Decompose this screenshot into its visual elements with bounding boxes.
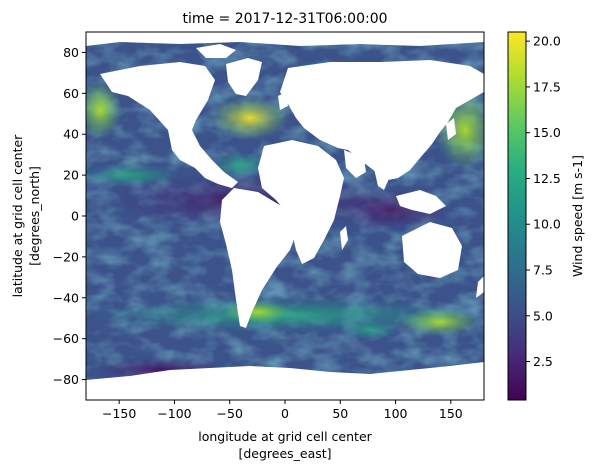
x-tick-label: 150 <box>439 406 463 421</box>
japan <box>446 118 456 140</box>
y-axis-units: [degrees_north] <box>27 166 42 266</box>
greenland <box>226 58 262 96</box>
arabia <box>344 150 366 178</box>
africa <box>258 140 344 264</box>
north-pacific-west <box>86 80 122 140</box>
x-axis-label: longitude at grid cell center <box>198 429 372 444</box>
colorbar: 2.5 5.0 7.5 10.0 12.5 15.0 17.5 20.0 Wind speed… <box>507 31 585 401</box>
y-tick-label: 80 <box>63 45 79 60</box>
uk <box>278 92 288 110</box>
y-tick-label: 60 <box>63 86 79 101</box>
india <box>372 158 392 190</box>
eurasia <box>280 60 484 180</box>
south-atlantic-jet <box>224 300 292 324</box>
colorbar-tick-label: 7.5 <box>533 263 553 278</box>
colorbar-ticks: 2.5 5.0 7.5 10.0 12.5 15.0 17.5 20.0 <box>526 34 561 369</box>
arctic-ocean-ice <box>86 32 484 46</box>
y-tick-label: −20 <box>53 249 79 264</box>
antarctica <box>86 362 484 400</box>
colorbar-tick-label: 12.5 <box>533 171 561 186</box>
y-tick-label: 40 <box>63 127 79 142</box>
chart-title: time = 2017-12-31T06:00:00 <box>182 11 387 27</box>
x-tick-label: −50 <box>217 406 243 421</box>
y-tick-label: 20 <box>63 168 79 183</box>
south-america <box>220 188 298 328</box>
plot-area <box>86 32 484 400</box>
colorbar-label: Wind speed [m s-1] <box>570 155 585 277</box>
x-tick-label: 0 <box>281 406 289 421</box>
madagascar <box>340 226 348 250</box>
y-tick-label: −40 <box>53 290 79 305</box>
arctic-islands <box>196 44 236 58</box>
y-axis: −80 −60 −40 −20 0 20 40 60 80 <box>53 45 86 387</box>
north-atlantic-jet <box>210 96 290 140</box>
colorbar-tick-label: 17.5 <box>533 79 561 94</box>
y-tick-label: 0 <box>71 209 79 224</box>
trade-winds-atlantic <box>210 151 270 179</box>
x-axis: −150 −100 −50 0 50 100 150 <box>102 400 463 421</box>
colorbar-tick-label: 20.0 <box>533 34 561 49</box>
north-america <box>100 62 238 188</box>
x-tick-label: −100 <box>157 406 191 421</box>
australia <box>402 222 462 278</box>
colorbar-tick-label: 5.0 <box>533 308 553 323</box>
x-tick-label: 100 <box>384 406 408 421</box>
colorbar-tick-label: 2.5 <box>533 354 553 369</box>
colorbar-gradient <box>507 31 527 401</box>
southeast-asia-islands <box>396 190 446 214</box>
new-zealand <box>476 276 484 298</box>
x-tick-label: 50 <box>332 406 348 421</box>
y-axis-label: latitude at grid cell center <box>10 134 25 297</box>
colorbar-tick-label: 15.0 <box>533 125 561 140</box>
land-mask <box>86 32 484 400</box>
y-tick-label: −60 <box>53 331 79 346</box>
south-indian-jet <box>340 320 400 340</box>
x-axis-units: [degrees_east] <box>238 446 331 461</box>
south-pacific-jet <box>400 308 480 336</box>
colorbar-tick-label: 10.0 <box>533 217 561 232</box>
y-tick-label: −80 <box>53 372 79 387</box>
x-tick-label: −150 <box>102 406 136 421</box>
trade-winds-pacific <box>86 163 180 187</box>
